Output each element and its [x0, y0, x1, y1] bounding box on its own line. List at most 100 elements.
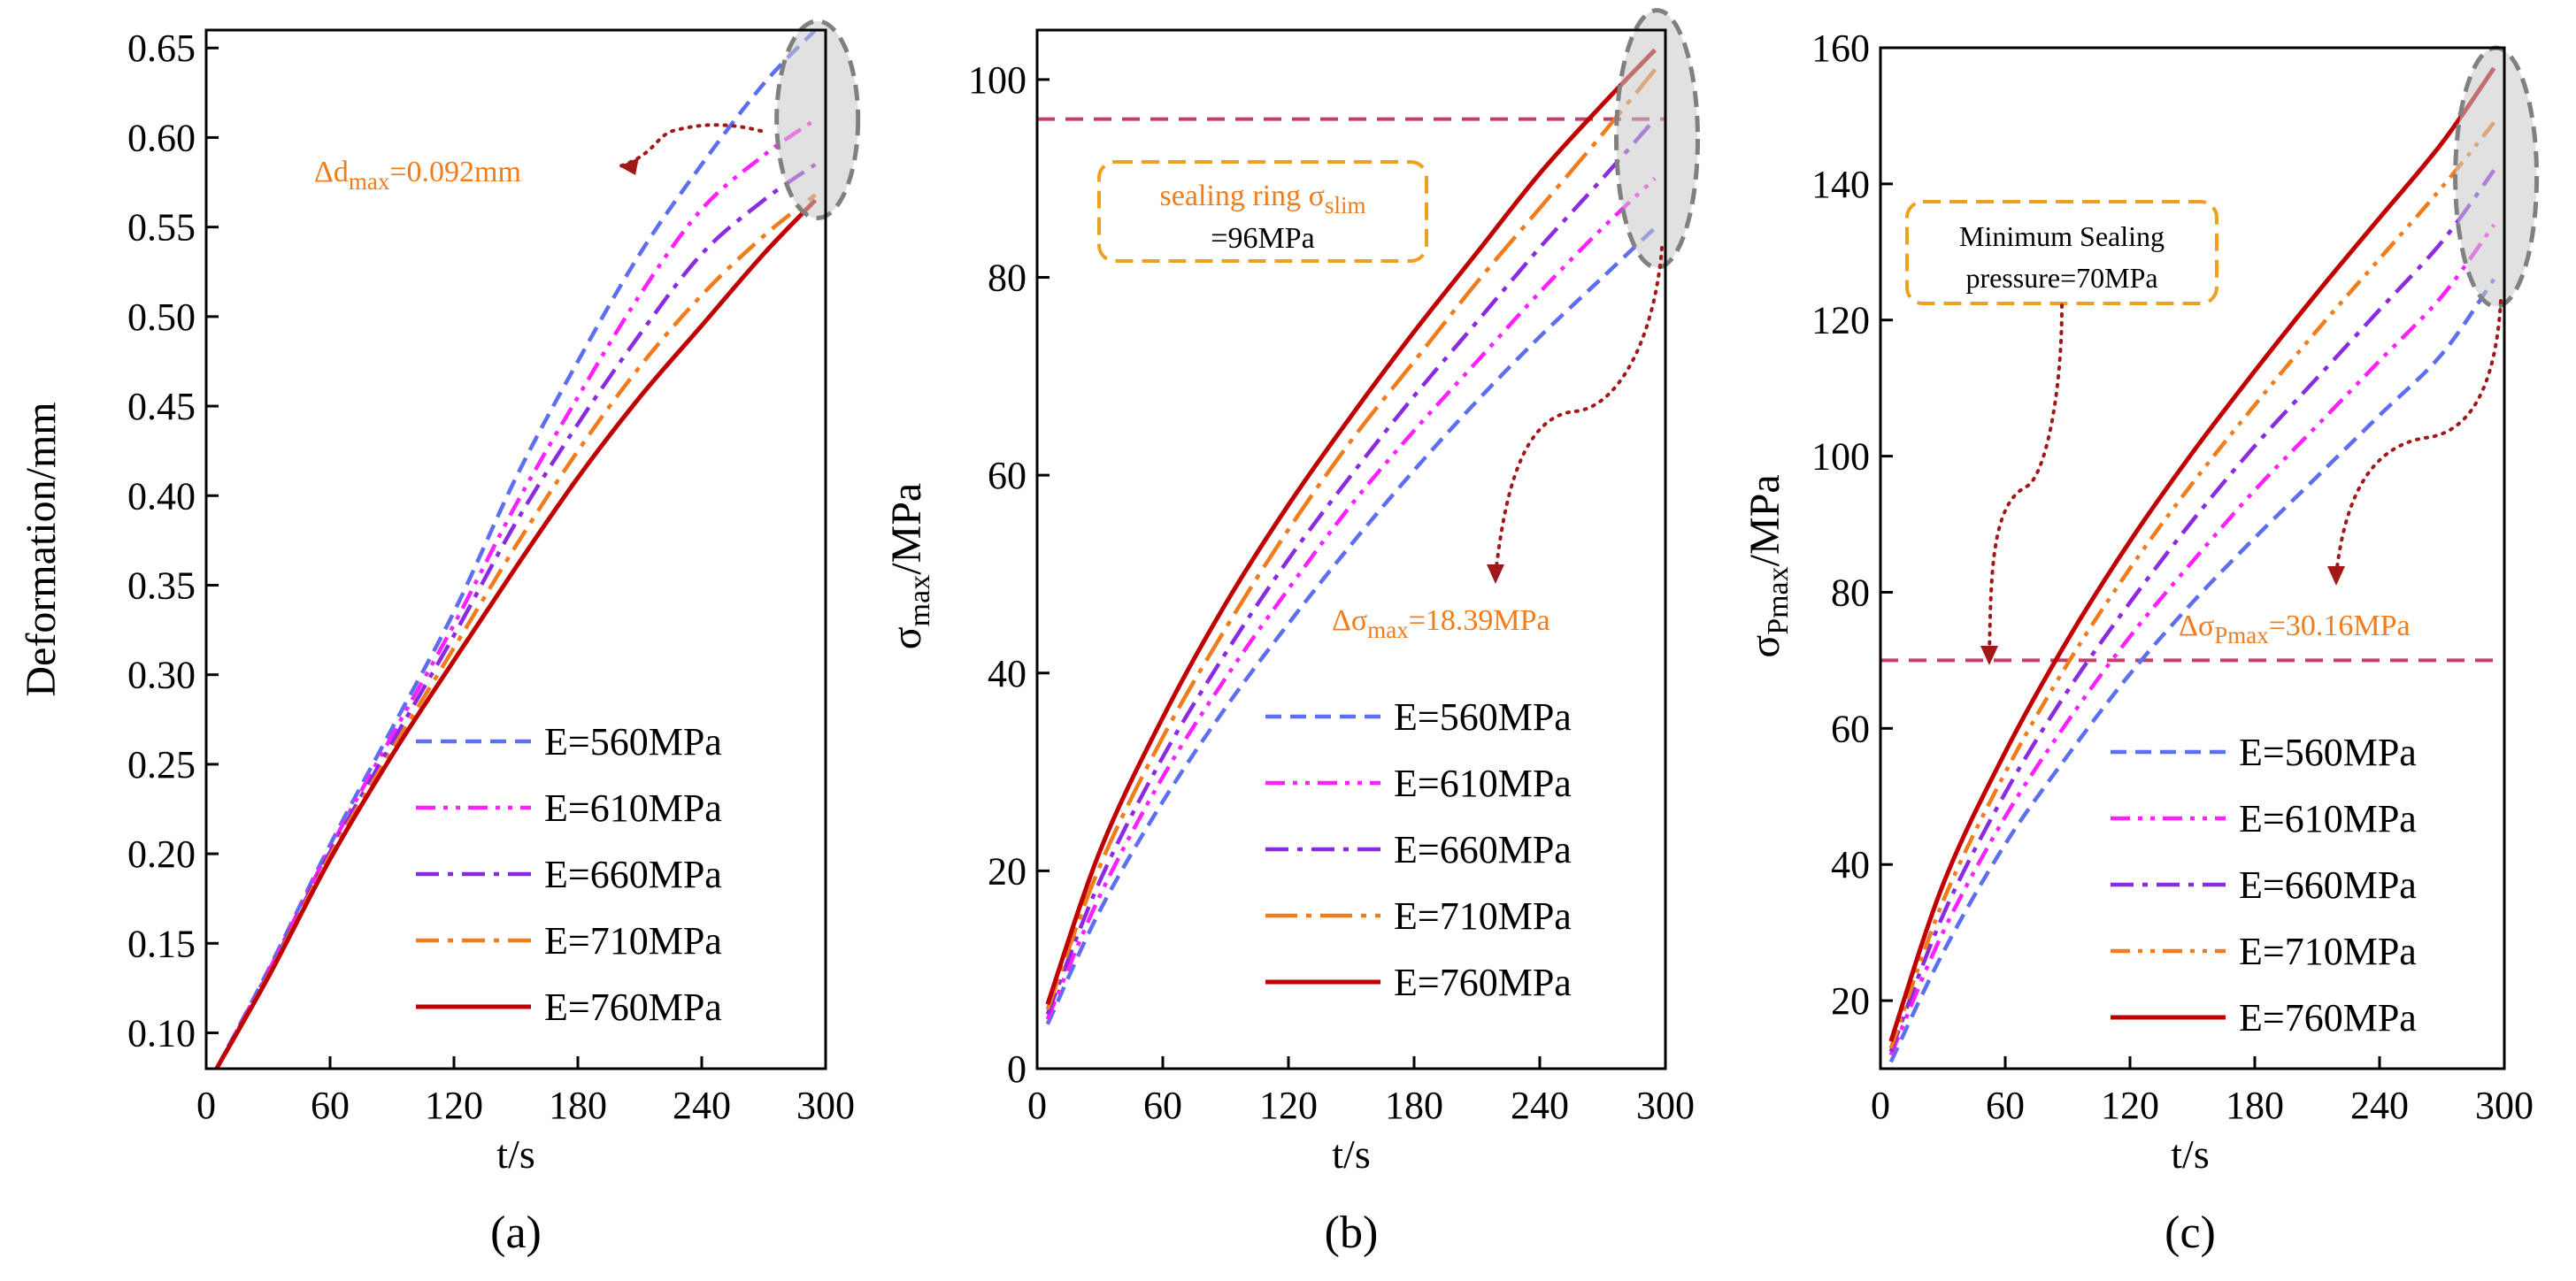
- panel-b-series-0-line: [1045, 226, 1657, 1025]
- panel-a-series-3-line: [214, 193, 817, 1070]
- panel-a-xtick-label: 0: [196, 1084, 216, 1127]
- panel-a-legend-label-4: E=760MPa: [544, 986, 722, 1029]
- panel-c-ytick-label: 40: [1831, 843, 1870, 886]
- panel-b-legend: E=560MPa E=610MPa E=660MPa E=710MPa E=760MPa: [1265, 695, 1572, 1004]
- panel-b-box-line2: =96MPa: [1211, 222, 1314, 255]
- panel-c-frame: [1879, 46, 2506, 1070]
- panel-a-xlabel: t/s: [496, 1131, 534, 1177]
- panel-a-legend-label-3: E=710MPa: [544, 919, 722, 963]
- panel-c-ytick-label: 140: [1811, 163, 1870, 206]
- panel-b-ytick-label: 0: [1007, 1047, 1027, 1091]
- panel-c-annotation-box: Minimum Sealing pressure=70MPa: [1905, 200, 2218, 305]
- svg-text:sealing ring σslim: sealing ring σslim: [1160, 180, 1366, 219]
- panel-c: 0 60 120 180 240 300 20 40 60 80 100 120 140 160 t/s…: [1742, 27, 2540, 1258]
- panel-c-annotation-arrow: [2334, 299, 2503, 577]
- panel-a-legend-label-0: E=560MPa: [544, 720, 722, 763]
- panel-c-annotation-delta: ΔσPmax=30.16MPa: [2179, 299, 2503, 648]
- panel-b-annotation-arrowhead: [1487, 564, 1504, 584]
- panel-a-ytick-label: 0.65: [127, 27, 196, 70]
- panel-b-panel-label: (b): [1325, 1208, 1379, 1258]
- panel-c-min-arrowhead: [1980, 646, 1998, 665]
- panel-a-legend-label-2: E=660MPa: [544, 853, 722, 896]
- svg-text:Δdmax=0.092mm: Δdmax=0.092mm: [314, 156, 521, 195]
- panel-b-annotation-main: Δσ: [1332, 604, 1367, 637]
- panel-a-annotation-delta-d: Δdmax=0.092mm: [314, 123, 763, 195]
- panel-b-annotation-delta: Δσmax=18.39MPa: [1332, 246, 1664, 643]
- panel-c-yticks: 20 40 60 80 100 120 140 160: [1811, 27, 1893, 1023]
- panel-c-ytick-label: 100: [1811, 435, 1870, 479]
- panel-c-xtick-label: 240: [2350, 1084, 2409, 1127]
- panel-c-series-1-line: [1888, 223, 2496, 1056]
- panel-c-annotation-main: Δσ: [2179, 610, 2214, 642]
- panel-b-frame: [1035, 28, 1667, 1070]
- panel-a-ytick-label: 0.40: [127, 474, 196, 518]
- panel-c-legend-label-4: E=760MPa: [2239, 996, 2417, 1039]
- panel-b-box-line1: sealing ring σ: [1160, 180, 1325, 212]
- panel-a-series-4-line: [214, 198, 818, 1070]
- panel-a-annotation-arrowhead: [619, 157, 639, 175]
- panel-b-legend-label-4: E=760MPa: [1394, 961, 1572, 1004]
- panel-c-ytick-label: 20: [1831, 979, 1870, 1023]
- panel-b-annotation-box: sealing ring σslim =96MPa: [1097, 160, 1428, 263]
- panel-c-xtick-label: 300: [2475, 1084, 2534, 1127]
- panel-c-ylabel: σPmax/MPa: [1742, 474, 1795, 657]
- panel-c-legend: E=560MPa E=610MPa E=660MPa E=710MPa E=760MPa: [2111, 731, 2417, 1039]
- panel-b-legend-label-2: E=660MPa: [1394, 828, 1572, 871]
- panel-b-ylabel: σmax/MPa: [883, 483, 936, 649]
- panel-c-highlight-ellipse: [2453, 45, 2540, 309]
- panel-c-legend-label-2: E=660MPa: [2239, 863, 2417, 907]
- panel-c-min-arrow-path: [1988, 303, 2064, 656]
- panel-c-annotation-sub: Pmax: [2214, 622, 2269, 648]
- panel-c-legend-label-1: E=610MPa: [2239, 797, 2417, 840]
- panel-a-legend: E=560MPa E=610MPa E=660MPa E=710MPa E=760MPa: [416, 720, 722, 1029]
- panel-b-box-line1-sub: slim: [1325, 192, 1366, 219]
- panel-a-ytick-label: 0.15: [127, 922, 196, 965]
- panel-c-series: [1888, 66, 2496, 1063]
- panel-c-annotation-tail: =30.16MPa: [2269, 610, 2411, 642]
- panel-a-highlight: [774, 19, 861, 221]
- panel-a-ytick-label: 0.30: [127, 654, 196, 697]
- panel-b-series-2-line: [1045, 118, 1657, 1016]
- panel-b-legend-label-3: E=710MPa: [1394, 894, 1572, 938]
- panel-c-box-line1: Minimum Sealing: [1959, 220, 2165, 252]
- panel-a-ytick-label: 0.60: [127, 116, 196, 159]
- panel-a-yticks: 0.10 0.15 0.20 0.25 0.30 0.35 0.40 0.45 0.50 0.55…: [127, 27, 219, 1055]
- panel-a-ytick-label: 0.50: [127, 295, 196, 339]
- panel-a-highlight-ellipse: [774, 19, 861, 221]
- panel-b-ytick-label: 60: [988, 454, 1027, 497]
- panel-c-series-4-line: [1888, 66, 2496, 1042]
- panel-c-ytick-label: 160: [1811, 27, 1870, 70]
- svg-text:ΔσPmax=30.16MPa: ΔσPmax=30.16MPa: [2179, 610, 2411, 648]
- svg-text:Δσmax=18.39MPa: Δσmax=18.39MPa: [1332, 604, 1550, 643]
- panel-a-annotation-main: Δd: [314, 156, 349, 188]
- panel-c-annotation-min-arrow: [1980, 303, 2064, 665]
- panel-c-xtick-label: 120: [2101, 1084, 2159, 1127]
- panel-c-series-0-line: [1888, 278, 2496, 1063]
- panel-a-xtick-label: 240: [673, 1084, 731, 1127]
- panel-a-annotation-arrow: [618, 123, 763, 168]
- panel-a-ytick-label: 0.25: [127, 743, 196, 786]
- panel-b-series-3-line: [1045, 68, 1657, 1010]
- panel-b-annotation-sub: max: [1367, 617, 1409, 643]
- panel-a-ylabel: Deformation/mm: [18, 402, 65, 696]
- panel-a-xtick-label: 300: [796, 1084, 855, 1127]
- panel-c-series-2-line: [1888, 169, 2496, 1053]
- panel-a-annotation-sub: max: [349, 168, 390, 195]
- panel-b-highlight-ellipse: [1614, 8, 1701, 270]
- panel-a-ytick-label: 0.55: [127, 206, 196, 249]
- panel-a-panel-label: (a): [490, 1208, 542, 1258]
- panel-b-ytick-label: 40: [988, 652, 1027, 695]
- panel-a-series-1-line: [214, 118, 817, 1070]
- panel-c-ytick-label: 60: [1831, 707, 1870, 750]
- panel-c-panel-label: (c): [2165, 1208, 2216, 1258]
- panel-a-xtick-label: 180: [549, 1084, 607, 1127]
- panel-c-xtick-label: 60: [1986, 1084, 2025, 1127]
- panel-c-legend-label-3: E=710MPa: [2239, 930, 2417, 973]
- panel-b-box-frame: [1097, 160, 1428, 263]
- panel-b-xtick-label: 240: [1511, 1084, 1569, 1127]
- panel-a-ytick-label: 0.20: [127, 832, 196, 876]
- panel-a-annotation-tail: =0.092mm: [389, 156, 521, 188]
- panel-b-ytick-label: 100: [968, 58, 1027, 102]
- panel-a-ytick-label: 0.35: [127, 564, 196, 607]
